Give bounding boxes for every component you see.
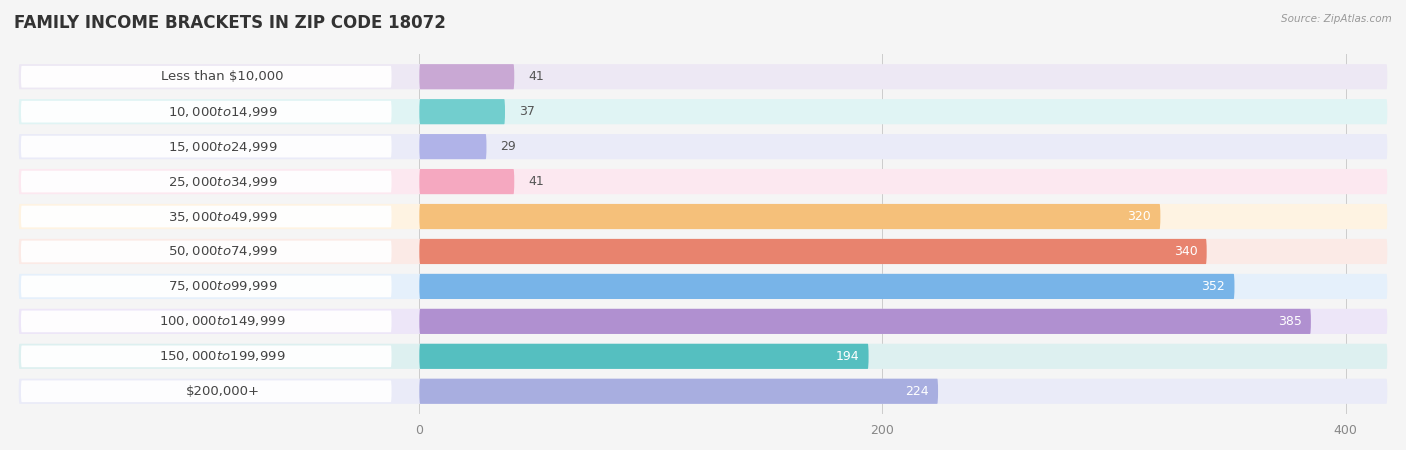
Text: $100,000 to $149,999: $100,000 to $149,999 [159,315,285,328]
Text: Less than $10,000: Less than $10,000 [162,70,284,83]
FancyBboxPatch shape [21,101,391,122]
FancyBboxPatch shape [18,134,1388,159]
Text: FAMILY INCOME BRACKETS IN ZIP CODE 18072: FAMILY INCOME BRACKETS IN ZIP CODE 18072 [14,14,446,32]
Text: 41: 41 [529,70,544,83]
Text: 194: 194 [835,350,859,363]
FancyBboxPatch shape [419,134,486,159]
FancyBboxPatch shape [21,241,391,262]
Text: 29: 29 [501,140,516,153]
FancyBboxPatch shape [419,99,505,124]
FancyBboxPatch shape [419,239,1206,264]
Text: 224: 224 [905,385,929,398]
Text: 37: 37 [519,105,534,118]
Text: 385: 385 [1278,315,1302,328]
FancyBboxPatch shape [419,309,1310,334]
Text: $15,000 to $24,999: $15,000 to $24,999 [167,140,277,153]
FancyBboxPatch shape [18,344,1388,369]
FancyBboxPatch shape [21,136,391,158]
Text: 41: 41 [529,175,544,188]
FancyBboxPatch shape [21,310,391,332]
FancyBboxPatch shape [419,274,1234,299]
Text: 352: 352 [1202,280,1225,293]
FancyBboxPatch shape [18,204,1388,229]
FancyBboxPatch shape [419,169,515,194]
Text: Source: ZipAtlas.com: Source: ZipAtlas.com [1281,14,1392,23]
Text: 340: 340 [1174,245,1198,258]
FancyBboxPatch shape [21,275,391,297]
Text: 320: 320 [1128,210,1152,223]
FancyBboxPatch shape [419,379,938,404]
FancyBboxPatch shape [18,64,1388,89]
FancyBboxPatch shape [18,99,1388,124]
FancyBboxPatch shape [419,344,869,369]
FancyBboxPatch shape [21,66,391,88]
FancyBboxPatch shape [21,346,391,367]
Text: $75,000 to $99,999: $75,000 to $99,999 [167,279,277,293]
Text: $25,000 to $34,999: $25,000 to $34,999 [167,175,277,189]
FancyBboxPatch shape [419,64,515,89]
Text: $10,000 to $14,999: $10,000 to $14,999 [167,105,277,119]
FancyBboxPatch shape [18,239,1388,264]
FancyBboxPatch shape [18,309,1388,334]
FancyBboxPatch shape [18,379,1388,404]
Text: $50,000 to $74,999: $50,000 to $74,999 [167,244,277,258]
Text: $35,000 to $49,999: $35,000 to $49,999 [167,210,277,224]
Text: $150,000 to $199,999: $150,000 to $199,999 [159,349,285,363]
FancyBboxPatch shape [18,169,1388,194]
FancyBboxPatch shape [21,206,391,227]
FancyBboxPatch shape [21,171,391,193]
FancyBboxPatch shape [18,274,1388,299]
FancyBboxPatch shape [21,380,391,402]
Text: $200,000+: $200,000+ [186,385,260,398]
FancyBboxPatch shape [419,204,1160,229]
